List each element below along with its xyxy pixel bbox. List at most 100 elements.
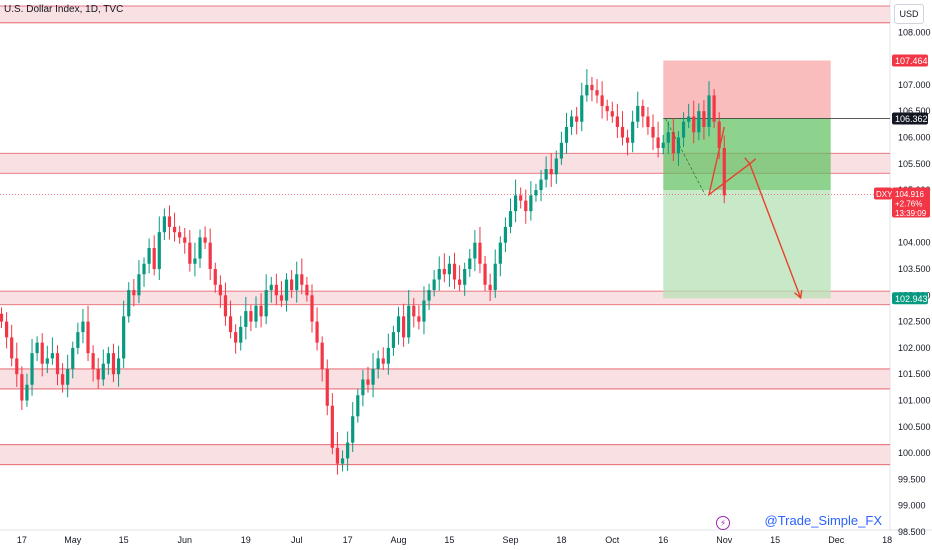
x-tick-label: Sep xyxy=(502,535,518,545)
candle-body xyxy=(4,321,9,338)
candle-body xyxy=(381,358,385,364)
candle-body xyxy=(600,95,604,106)
candle-body xyxy=(508,211,513,227)
candle-body xyxy=(656,137,660,149)
candle-body xyxy=(351,416,355,443)
candle-body xyxy=(86,321,90,354)
candle-body xyxy=(193,258,197,264)
candle-body xyxy=(580,95,584,122)
candle-body xyxy=(493,263,497,291)
candle-body xyxy=(595,90,599,96)
candle-body xyxy=(269,284,273,291)
candle-body xyxy=(25,384,29,401)
chart-title: U.S. Dollar Index, 1D, TVC xyxy=(4,4,124,15)
candle-body xyxy=(447,263,452,275)
candle-body xyxy=(188,242,192,264)
candle-body xyxy=(676,137,681,154)
x-tick-label: Jun xyxy=(177,535,192,545)
tradingview-bolt-icon[interactable]: ⚡ xyxy=(716,516,730,530)
candle-body xyxy=(376,358,380,369)
candle-body xyxy=(101,363,105,380)
sr-zone xyxy=(0,368,890,389)
candle-body xyxy=(437,269,441,280)
candle-body xyxy=(198,237,202,259)
x-tick-label: May xyxy=(64,535,82,545)
y-tick-label: 100.500 xyxy=(898,422,931,432)
candle-body xyxy=(167,216,172,227)
take-profit-zone xyxy=(663,190,831,299)
candle-body xyxy=(274,284,278,296)
candle-body xyxy=(534,190,538,196)
x-tick-label: Dec xyxy=(828,535,845,545)
x-tick-label: 17 xyxy=(17,535,27,545)
candle-body xyxy=(463,269,467,285)
y-tick-label: 101.500 xyxy=(898,369,931,379)
candle-body xyxy=(503,226,508,243)
candle-body xyxy=(178,232,182,238)
candle-body xyxy=(55,353,60,375)
candle-body xyxy=(412,305,416,317)
candle-body xyxy=(50,353,54,359)
candle-body xyxy=(575,116,579,122)
candle-body xyxy=(615,116,619,127)
candle-body xyxy=(20,374,24,401)
x-tick-label: 18 xyxy=(882,535,892,545)
current-price-box xyxy=(892,187,930,218)
symbol-tag-label: DXY xyxy=(876,190,893,199)
candle-body xyxy=(417,316,421,322)
y-tick-label: 100.000 xyxy=(898,448,931,458)
candle-body xyxy=(228,316,233,333)
candle-body xyxy=(295,274,299,291)
candle-body xyxy=(513,195,518,212)
candle-body xyxy=(315,321,319,343)
currency-button[interactable]: USD xyxy=(894,4,924,24)
candle-body xyxy=(290,279,294,291)
candle-body xyxy=(681,121,686,138)
candle-body xyxy=(203,237,207,243)
candle-body xyxy=(244,311,248,327)
candle-body xyxy=(60,374,65,385)
candle-body xyxy=(483,263,487,285)
candle-body xyxy=(320,342,324,369)
candle-body xyxy=(722,148,726,196)
y-tick-label: 106.500 xyxy=(898,106,931,116)
candle-body xyxy=(478,242,482,264)
candle-body xyxy=(111,353,116,375)
sr-zone xyxy=(0,6,890,23)
candle-body xyxy=(702,111,706,127)
candle-body xyxy=(361,379,365,396)
x-tick-label: 17 xyxy=(343,535,353,545)
candle-body xyxy=(554,158,558,175)
candle-body xyxy=(183,237,187,243)
x-tick-label: 15 xyxy=(770,535,780,545)
candle-body xyxy=(15,358,19,375)
symbol-tag xyxy=(874,187,892,200)
x-tick-label: 18 xyxy=(556,535,566,545)
candle-body xyxy=(590,84,594,91)
candle-body xyxy=(127,290,131,317)
candle-body xyxy=(473,242,477,259)
price-tag-label: 102.943 xyxy=(895,294,928,304)
candle-body xyxy=(239,326,243,343)
candle-body xyxy=(605,105,609,112)
candle-body xyxy=(142,263,146,275)
candle-body xyxy=(666,132,670,143)
profit-zone-filled xyxy=(663,118,831,191)
x-tick-label: Jul xyxy=(291,535,303,545)
candle-body xyxy=(452,263,457,280)
candle-body xyxy=(300,274,304,285)
candle-body xyxy=(697,111,701,133)
candle-body xyxy=(335,447,340,464)
candle-body xyxy=(422,300,426,322)
candle-body xyxy=(529,195,533,212)
candle-body xyxy=(259,305,263,317)
candle-body xyxy=(371,368,375,385)
candle-body xyxy=(636,105,640,122)
candle-body xyxy=(310,295,314,322)
candle-body xyxy=(137,274,141,296)
candle-body xyxy=(305,284,309,296)
candle-body xyxy=(488,284,492,291)
candle-body xyxy=(249,311,253,322)
candle-body xyxy=(284,279,289,301)
